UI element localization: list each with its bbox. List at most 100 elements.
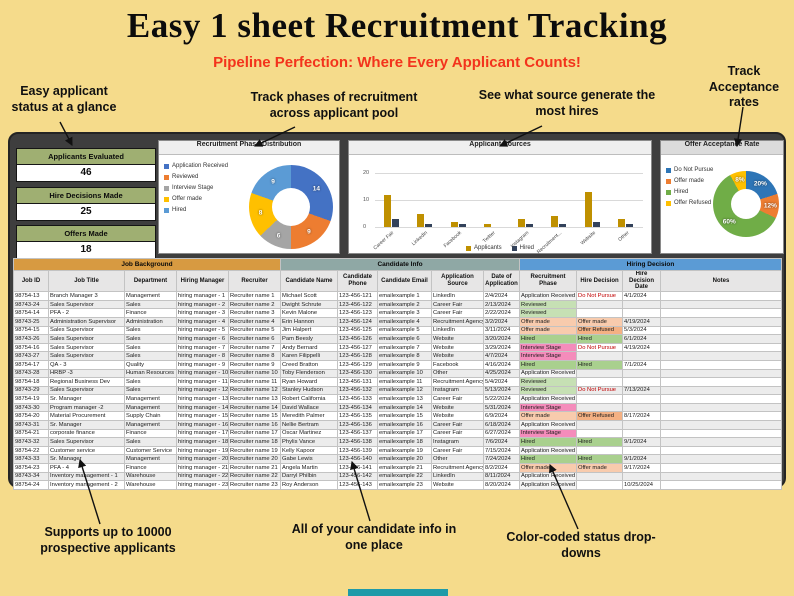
table-cell: hiring manager - 21 [176,463,229,473]
table-cell: Sales Supervisor [48,385,125,396]
table-column-header: Recruiter [228,269,281,293]
status-dropdown-cell[interactable]: Application Received [519,471,578,482]
status-dropdown-cell[interactable]: Hired [519,454,578,465]
status-dropdown-cell[interactable] [576,480,624,490]
status-dropdown-cell[interactable]: Offer Refused [576,411,624,422]
status-dropdown-cell[interactable]: Reviewed [519,308,578,318]
status-dropdown-cell[interactable]: Hired [576,454,624,465]
table-column-header: Recruitment Phase [519,269,578,293]
status-dropdown-cell[interactable]: Do Not Pursue [576,385,624,396]
status-dropdown-cell[interactable] [576,394,624,404]
table-cell: Instagram [431,437,484,447]
table-cell: hiring manager - 16 [176,420,229,430]
status-dropdown-cell[interactable]: Interview Stage [519,428,578,439]
status-dropdown-cell[interactable]: Offer made [519,316,578,327]
status-dropdown-cell[interactable] [576,445,624,456]
status-dropdown-cell[interactable]: Interview Stage [519,402,578,413]
table-cell: Administration [124,316,177,327]
status-dropdown-cell[interactable] [576,471,624,482]
table-cell: Sr. Manager [48,420,125,430]
status-dropdown-cell[interactable]: Offer made [519,411,578,422]
table-cell: PFA - 2 [48,308,125,318]
status-dropdown-cell[interactable]: Interview Stage [519,342,578,353]
bar-hired [592,221,600,227]
phase-donut-chart: 14 9 6 8 9 [249,165,333,249]
status-dropdown-cell[interactable] [576,420,624,430]
sources-chart-body: Applicants Hired 0 10 20 Career Fair LinkedIn… [349,155,651,255]
status-dropdown-cell[interactable]: Offer made [519,325,578,336]
table-column-header: Candidate Name [280,269,338,293]
table-cell [622,368,662,379]
status-dropdown-cell[interactable]: Application Received [519,420,578,430]
status-dropdown-cell[interactable]: Hired [519,359,578,370]
status-dropdown-cell[interactable]: Offer Refused [576,325,624,336]
phase-chart-title: Recruitment Phase Distribution [159,141,339,155]
status-dropdown-cell[interactable]: Hired [519,437,578,447]
table-cell: 98743-33 [13,454,49,465]
legend-swatch-icon [666,189,671,195]
table-cell [660,359,783,370]
table-row: 98754-21 corporate finance Finance hiring m… [13,428,783,439]
table-cell: Recruiter name 21 [228,463,281,473]
table-cell: hiring manager - 17 [176,428,229,439]
table-cell: 8/11/2024 [482,471,521,482]
table-cell [660,385,783,396]
table-column-header-row: Job ID Job Title Department Hiring Manager R… [13,269,783,293]
status-dropdown-cell[interactable]: Application Received [519,368,578,379]
table-cell: emailexample 1 [377,291,432,301]
status-dropdown-cell[interactable]: Offer made [576,463,624,473]
table-cell: 98743-28 [13,368,49,379]
table-cell: 123-456-131 [337,377,378,387]
table-cell: emailexample 21 [377,463,432,473]
status-dropdown-cell[interactable]: Offer made [519,463,578,473]
status-dropdown-cell[interactable]: Application Received [519,445,578,456]
table-cell [660,471,783,482]
table-cell: 4/19/2024 [622,342,662,353]
page-title: Easy 1 sheet Recruitment Tracking [126,6,668,45]
legend-label: Hired [519,245,535,251]
table-cell: Sales [124,299,177,310]
table-cell: Recruiter name 23 [228,480,281,490]
table-cell: 98754-22 [13,445,49,456]
status-dropdown-cell[interactable]: Hired [576,334,624,344]
table-cell: 9/1/2024 [622,437,662,447]
status-dropdown-cell[interactable]: Application Received [519,291,578,301]
table-cell: emailexample 19 [377,445,432,456]
status-dropdown-cell[interactable]: Hired [576,437,624,447]
status-dropdown-cell[interactable] [576,368,624,379]
table-cell: Management [124,394,177,404]
table-cell: 10/25/2024 [622,480,662,490]
status-dropdown-cell[interactable]: Offer made [576,316,624,327]
status-dropdown-cell[interactable] [576,351,624,361]
legend-swatch-icon [164,207,169,213]
table-cell: 98754-20 [13,411,49,422]
status-dropdown-cell[interactable]: Do Not Pursue [576,342,624,353]
status-dropdown-cell[interactable] [576,428,624,439]
table-cell: corporate finance [48,428,125,439]
table-cell: Instagram [431,385,484,396]
legend-item: Application Received [164,163,228,169]
status-dropdown-cell[interactable]: Do Not Pursue [576,291,624,301]
table-cell: hiring manager - 13 [176,394,229,404]
status-dropdown-cell[interactable]: Hired [576,359,624,370]
table-cell [622,308,662,318]
status-dropdown-cell[interactable]: Reviewed [519,377,578,387]
table-cell: Career Fair [431,428,484,439]
status-dropdown-cell[interactable]: Reviewed [519,299,578,310]
table-cell: Management [124,402,177,413]
status-dropdown-cell[interactable]: Hired [519,334,578,344]
table-cell: 98743-24 [13,299,49,310]
status-dropdown-cell[interactable]: Interview Stage [519,351,578,361]
status-dropdown-cell[interactable]: Application Received [519,480,578,490]
status-dropdown-cell[interactable] [576,402,624,413]
status-dropdown-cell[interactable] [576,299,624,310]
table-cell: 98754-14 [13,308,49,318]
status-dropdown-cell[interactable]: Application Received [519,394,578,404]
status-dropdown-cell[interactable]: Reviewed [519,385,578,396]
status-dropdown-cell[interactable] [576,308,624,318]
table-cell: emailexample 18 [377,437,432,447]
offer-chart-legend: Do Not Pursue Offer made Hired Offer Refuse… [666,167,713,211]
table-cell [622,471,662,482]
status-dropdown-cell[interactable] [576,377,624,387]
